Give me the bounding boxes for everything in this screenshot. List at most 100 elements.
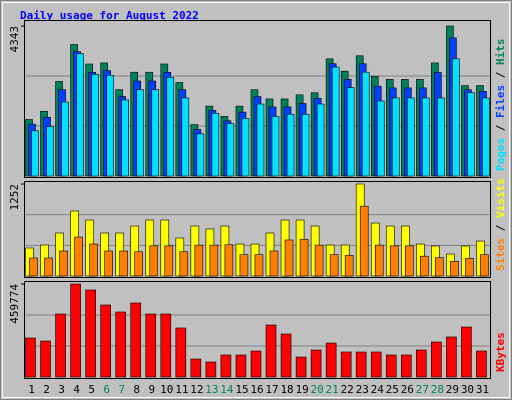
bar	[76, 53, 84, 177]
bar	[359, 205, 369, 277]
bar	[480, 254, 489, 277]
x-tick-label: 26	[401, 383, 414, 396]
bar	[61, 101, 69, 177]
bar	[467, 92, 475, 177]
bar	[256, 103, 265, 177]
bar	[405, 245, 414, 277]
bar	[376, 100, 385, 177]
x-tick-label: 8	[133, 383, 140, 396]
legend-separator: /	[494, 218, 507, 231]
x-tick-label: 3	[58, 383, 65, 396]
x-tick-label: 16	[250, 383, 263, 396]
bar	[389, 245, 399, 277]
bar	[70, 283, 81, 378]
bar	[209, 244, 219, 277]
bar	[145, 313, 157, 378]
bar	[374, 244, 384, 277]
x-tick-label: 2	[43, 383, 50, 396]
bar	[160, 313, 172, 378]
y-tick-label: 1252	[8, 184, 21, 211]
bar	[211, 113, 220, 177]
legend-entry: Pages	[494, 131, 507, 171]
x-tick-label: 23	[356, 383, 369, 396]
legend-separator: /	[494, 118, 507, 131]
bar	[134, 251, 144, 277]
bar	[85, 289, 96, 378]
bar	[235, 354, 247, 378]
bar	[391, 97, 400, 177]
bar	[130, 302, 142, 378]
x-tick-label: 11	[175, 383, 188, 396]
bar	[435, 257, 444, 277]
x-tick-label: 13	[205, 383, 218, 396]
bar	[74, 236, 83, 277]
bar	[314, 244, 324, 277]
bar	[370, 351, 382, 378]
bar	[310, 349, 322, 378]
bar	[420, 255, 429, 277]
bar	[149, 245, 159, 277]
bar	[44, 257, 53, 277]
bar	[194, 244, 204, 277]
x-tick-label: 24	[371, 383, 385, 396]
bar	[89, 243, 98, 277]
bar	[104, 250, 113, 277]
bar	[250, 350, 262, 378]
legend: Pages / Files / Hits	[494, 39, 507, 172]
bar	[55, 313, 66, 378]
x-tick-label: 4	[73, 383, 80, 396]
bar	[482, 97, 490, 177]
x-tick-label: 27	[416, 383, 429, 396]
bar	[254, 254, 264, 277]
x-tick-label: 30	[461, 383, 474, 396]
bar	[226, 123, 235, 177]
bar	[280, 333, 292, 378]
bar	[461, 326, 472, 378]
bar	[269, 250, 279, 277]
bar	[196, 133, 205, 177]
bar	[446, 336, 457, 378]
bar	[220, 354, 232, 378]
bar	[25, 337, 36, 378]
legend-entry: Hits	[494, 39, 507, 66]
bar	[175, 327, 187, 378]
bar	[241, 118, 250, 177]
bar	[286, 114, 295, 177]
x-tick-label: 29	[446, 383, 459, 396]
bar	[179, 251, 189, 277]
bar	[106, 74, 114, 177]
legend: Sites / Visits	[494, 178, 507, 271]
x-tick-label: 21	[326, 383, 339, 396]
bar	[361, 71, 370, 177]
bar	[100, 304, 111, 378]
x-tick-label: 9	[148, 383, 155, 396]
bar	[401, 354, 412, 378]
bar	[121, 99, 129, 177]
bar	[164, 245, 174, 277]
x-tick-label: 15	[235, 383, 248, 396]
bar	[299, 238, 309, 277]
bar	[344, 255, 354, 277]
bar	[239, 254, 249, 277]
x-tick-label: 12	[190, 383, 203, 396]
bar	[265, 324, 277, 378]
bar	[355, 351, 367, 378]
legend: KBytes	[494, 332, 507, 372]
bar	[346, 87, 355, 177]
y-tick-label: 459774	[8, 284, 21, 324]
x-tick-label: 19	[295, 383, 308, 396]
bar	[301, 114, 310, 177]
bar	[450, 261, 459, 277]
x-tick-label: 25	[386, 383, 399, 396]
x-tick-label: 18	[280, 383, 293, 396]
bar	[91, 73, 99, 177]
bar	[295, 356, 307, 378]
bar	[452, 58, 460, 177]
bar	[431, 341, 442, 378]
bar	[136, 89, 145, 177]
bar	[271, 116, 280, 177]
bar	[190, 358, 202, 378]
bar	[465, 258, 474, 277]
bar	[46, 126, 54, 177]
x-tick-label: 6	[103, 383, 110, 396]
